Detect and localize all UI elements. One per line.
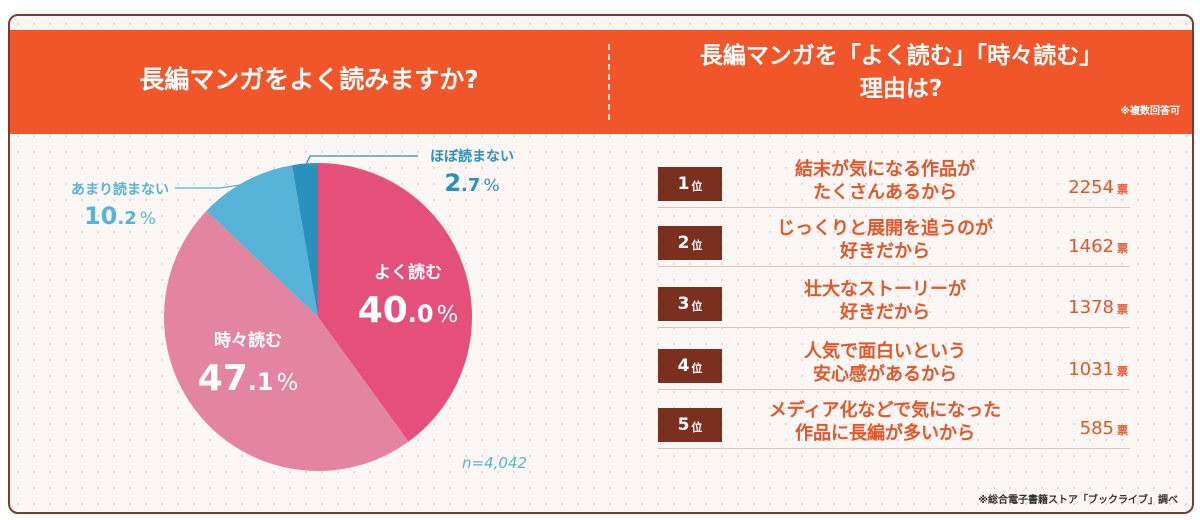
infographic-frame: 長編マンガをよく読みますか? 長編マンガを「よく読む」「時々読む」 理由は? ※… [8,14,1194,514]
pie-section-title: 長編マンガをよく読みますか? [139,65,479,94]
ranking-title-line-2: 理由は? [859,76,943,102]
vote-number: 1031 [1068,359,1114,380]
vote-unit: 票 [1117,303,1128,316]
vote-number: 2254 [1068,177,1114,198]
vote-number: 1378 [1068,297,1114,318]
pie-value-label: 40.0% [358,290,459,331]
reason-line: 作品に長編が多いから [795,423,975,444]
pie-slice-3 [206,165,318,317]
vote-count-5: 585 票 [1030,418,1128,439]
pie-category-label: 時々読む [214,330,282,351]
reason-text-4: 人気で面白いという 安心感があるから [740,340,1030,386]
ranking-section-title: 長編マンガを「よく読む」「時々読む」 理由は? [610,40,1192,106]
rank-number: 3 [677,294,690,314]
reason-line: 人気で面白いという [804,341,966,362]
pie-label-group: よく読む 40.0% [358,262,459,331]
pie-value-label: 47.1% [198,358,299,399]
row-divider [658,448,1130,449]
reason-line: たくさんあるから [813,182,957,203]
multiple-answers-note: ※複数回答可 [1120,106,1180,117]
leader-line-almost-never [304,155,418,167]
rank-number: 4 [677,356,690,376]
pie-value-label: 10.2% [84,202,156,230]
rank-number: 5 [677,415,690,435]
vote-count-3: 1378 票 [1030,297,1128,318]
pie-category-label: よく読む [374,262,442,283]
pie-slice-1 [318,163,472,442]
pie-value-label: 2.7% [444,169,499,197]
row-divider [658,389,1130,390]
pie-label-group: 時々読む 47.1% [198,330,299,399]
reason-text-1: 結末が気になる作品が たくさんあるから [740,158,1030,204]
pie-chart: よく読む 40.0 % 時々読む 47.1 % あまり読まない 10.2 % ほぼ読まない 2.7%… [71,148,527,472]
rank-suffix: 位 [691,300,703,313]
vote-unit: 票 [1117,424,1128,437]
reason-line: 結末が気になる作品が [795,159,975,180]
vote-number: 1462 [1068,236,1114,257]
sample-size-label: n=4,042 [462,454,527,472]
reason-line: 安心感があるから [813,364,957,385]
header-banner [10,30,1192,134]
reason-line: 好きだから [840,302,930,323]
rank-number: 1 [677,174,690,194]
vote-count-1: 2254 票 [1030,177,1128,198]
row-divider [658,207,1130,208]
vote-count-2: 1462 票 [1030,236,1128,257]
rank-suffix: 位 [691,239,703,252]
row-divider [658,266,1130,267]
rank-suffix: 位 [691,362,703,375]
ranking-title-line-1: 長編マンガを「よく読む」「時々読む」 [699,43,1103,69]
reason-text-5: メディア化などで気になった 作品に長編が多いから [740,399,1030,445]
row-divider [658,327,1130,328]
vote-unit: 票 [1117,365,1128,378]
pie-label-group: あまり読まない 10.2% [71,181,169,230]
pie-category-label: ほぼ読まない [430,148,514,165]
vote-count-4: 1031 票 [1030,359,1128,380]
vote-number: 585 [1079,418,1114,439]
rank-suffix: 位 [691,421,703,434]
reason-text-3: 壮大なストーリーが 好きだから [740,278,1030,324]
banner-divider [608,44,610,120]
pie-slice-4 [291,163,318,317]
reason-text-2: じっくりと展開を追うのが 好きだから [740,217,1030,263]
pie-slice-2 [164,210,409,472]
source-note: ※総合電子書籍ストア「ブックライブ」調べ [978,495,1178,506]
vote-unit: 票 [1117,242,1128,255]
reason-line: メディア化などで気になった [768,400,1002,421]
vote-unit: 票 [1117,183,1128,196]
rank-suffix: 位 [691,180,703,193]
pie-category-label: あまり読まない [71,181,169,198]
rank-number: 2 [677,233,690,253]
reason-line: じっくりと展開を追うのが [777,218,993,239]
reason-line: 好きだから [840,241,930,262]
reason-line: 壮大なストーリーが [804,279,966,300]
pie-label-group: ほぼ読まない 2.7% [430,148,514,197]
leader-line-rarely [175,183,248,189]
